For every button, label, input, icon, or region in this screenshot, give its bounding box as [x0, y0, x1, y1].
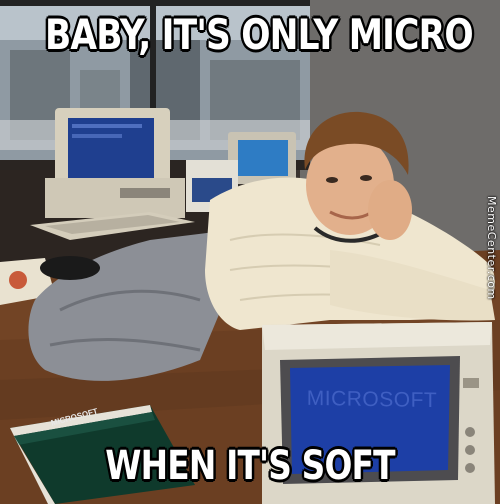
watermark: MemeCenter.com: [485, 196, 498, 300]
bottom-caption: WHEN IT'S SOFT: [105, 443, 395, 489]
monitor-screen-text: MICROSOFT: [306, 386, 438, 413]
top-caption: BABY, IT'S ONLY MICRO: [45, 10, 474, 59]
